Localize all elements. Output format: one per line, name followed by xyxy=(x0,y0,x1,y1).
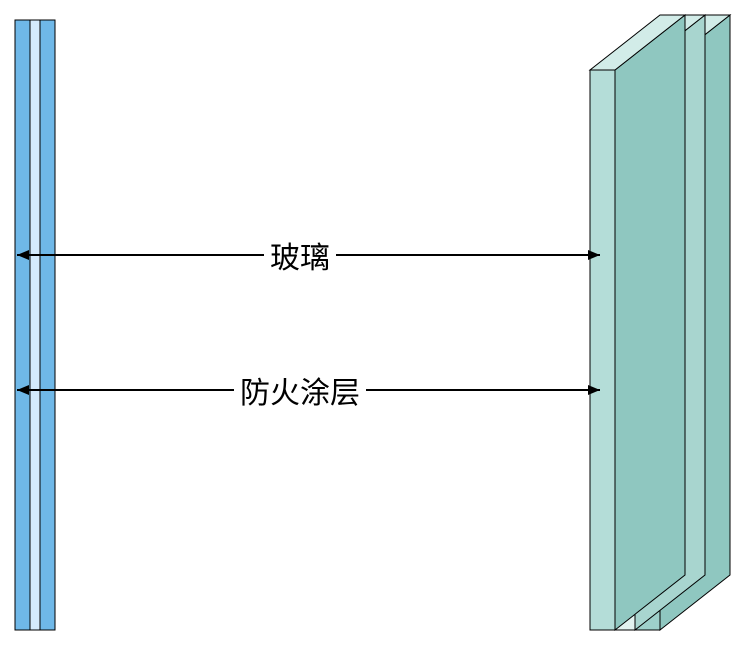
right-panel xyxy=(590,15,730,630)
left-interlayer xyxy=(30,20,40,630)
right-pane-1-side xyxy=(615,15,685,630)
left-pane-2 xyxy=(40,20,55,630)
label-fire-coating: 防火涂层 xyxy=(234,368,366,412)
diagram-svg xyxy=(0,0,750,663)
left-pane-1 xyxy=(15,20,30,630)
label-glass: 玻璃 xyxy=(264,233,336,277)
left-panel xyxy=(15,20,55,630)
right-pane-1-front xyxy=(590,70,615,630)
